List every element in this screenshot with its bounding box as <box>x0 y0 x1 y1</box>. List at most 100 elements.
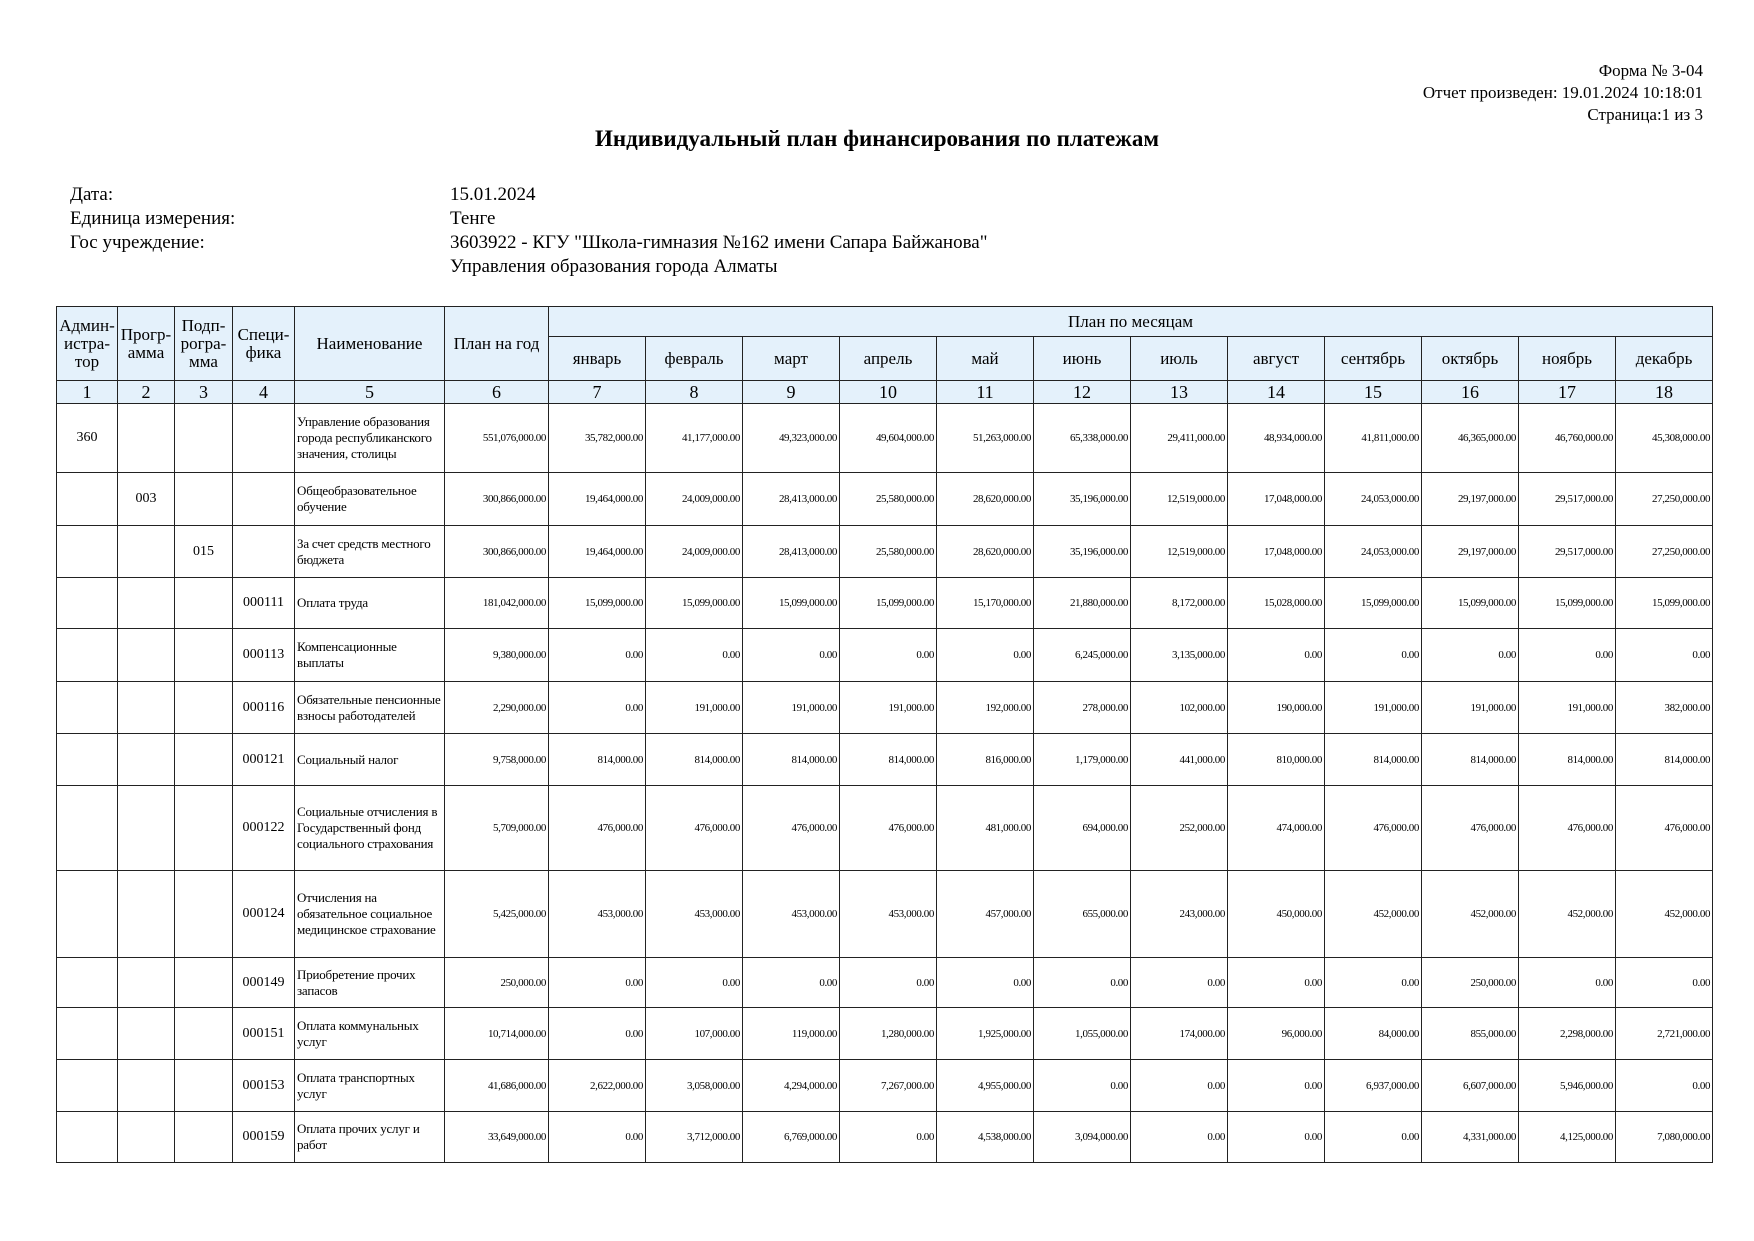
info-row-unit: Единица измерения: Тенге <box>70 207 988 231</box>
cell-subprogram: 015 <box>174 525 233 578</box>
cell-name: Оплата коммунальных услуг <box>294 1007 445 1060</box>
cell-program: 003 <box>117 472 175 526</box>
info-block: Дата: 15.01.2024 Единица измерения: Тенге … <box>70 183 988 279</box>
column-number: 14 <box>1227 380 1325 404</box>
header-administrator: Админ­истра­тор <box>56 306 118 381</box>
cell-month: 28,620,000.00 <box>936 472 1034 526</box>
cell-month: 0.00 <box>1614 628 1714 682</box>
cell-administrator <box>56 1059 118 1112</box>
cell-month: 29,517,000.00 <box>1518 472 1616 526</box>
cell-specific <box>232 525 295 578</box>
cell-month: 15,099,000.00 <box>742 577 840 629</box>
cell-month: 5,946,000.00 <box>1518 1059 1616 1112</box>
form-number: Форма № 3-04 <box>1598 61 1703 80</box>
cell-month: 655,000.00 <box>1033 870 1131 958</box>
cell-month: 476,000.00 <box>1614 785 1714 871</box>
cell-specific <box>232 472 295 526</box>
cell-month: 27,250,000.00 <box>1614 472 1714 526</box>
cell-name: Оплата прочих услуг и работ <box>294 1111 445 1163</box>
cell-month: 191,000.00 <box>742 681 840 734</box>
cell-month: 476,000.00 <box>1324 785 1422 871</box>
cell-month: 102,000.00 <box>1130 681 1228 734</box>
table-row: 000151 Оплата коммунальных услуг 10,714,… <box>56 1007 1714 1060</box>
column-number: 16 <box>1421 380 1519 404</box>
cell-month: 15,099,000.00 <box>839 577 937 629</box>
cell-month: 0.00 <box>742 628 840 682</box>
cell-program <box>117 681 175 734</box>
cell-month: 3,094,000.00 <box>1033 1111 1131 1163</box>
cell-month: 1,055,000.00 <box>1033 1007 1131 1060</box>
cell-month: 4,294,000.00 <box>742 1059 840 1112</box>
cell-month: 0.00 <box>1227 1059 1325 1112</box>
info-value: 3603922 - КГУ "Школа-гимназия №162 имени… <box>450 232 988 253</box>
cell-program <box>117 1007 175 1060</box>
cell-subprogram <box>174 472 233 526</box>
column-number: 10 <box>839 380 937 404</box>
cell-subprogram <box>174 870 233 958</box>
cell-month: 28,413,000.00 <box>742 525 840 578</box>
cell-month: 25,580,000.00 <box>839 472 937 526</box>
cell-month: 814,000.00 <box>839 733 937 786</box>
cell-month: 453,000.00 <box>839 870 937 958</box>
table-row: 003 Общеобразовательное обучение 300,866… <box>56 472 1714 526</box>
header-specific: Специ­фика <box>232 306 295 381</box>
cell-month: 12,519,000.00 <box>1130 472 1228 526</box>
cell-month: 476,000.00 <box>1518 785 1616 871</box>
document-title: Индивидуальный план финансирования по пл… <box>594 126 1160 151</box>
column-number: 15 <box>1324 380 1422 404</box>
header-month: август <box>1227 336 1325 381</box>
cell-month: 41,811,000.00 <box>1324 403 1422 473</box>
header-month: май <box>936 336 1034 381</box>
table-row: 000111 Оплата труда 181,042,000.00 15,099… <box>56 577 1714 629</box>
cell-subprogram <box>174 785 233 871</box>
cell-program <box>117 957 175 1008</box>
header-month: февраль <box>645 336 743 381</box>
cell-administrator <box>56 628 118 682</box>
cell-name: Управление образования города республика… <box>294 403 445 473</box>
cell-month: 814,000.00 <box>1421 733 1519 786</box>
cell-month: 27,250,000.00 <box>1614 525 1714 578</box>
cell-month: 452,000.00 <box>1518 870 1616 958</box>
column-number: 2 <box>117 380 175 404</box>
cell-month: 0.00 <box>548 1111 646 1163</box>
cell-name: Отчисления на обязательное социальное ме… <box>294 870 445 958</box>
cell-month: 814,000.00 <box>1614 733 1714 786</box>
header-months-group: План по месяцам <box>547 306 1714 337</box>
cell-subprogram <box>174 1111 233 1163</box>
cell-month: 816,000.00 <box>936 733 1034 786</box>
cell-month: 0.00 <box>1130 957 1228 1008</box>
cell-program <box>117 870 175 958</box>
column-number: 18 <box>1614 380 1714 404</box>
cell-specific: 000111 <box>232 577 295 629</box>
cell-month: 0.00 <box>548 1007 646 1060</box>
column-number: 12 <box>1033 380 1131 404</box>
column-number: 13 <box>1130 380 1228 404</box>
cell-month: 0.00 <box>839 628 937 682</box>
cell-month: 4,125,000.00 <box>1518 1111 1616 1163</box>
cell-month: 0.00 <box>1227 628 1325 682</box>
cell-specific: 000122 <box>232 785 295 871</box>
cell-month: 107,000.00 <box>645 1007 743 1060</box>
cell-month: 7,080,000.00 <box>1614 1111 1714 1163</box>
cell-month: 476,000.00 <box>839 785 937 871</box>
cell-month: 1,179,000.00 <box>1033 733 1131 786</box>
table-row: 015 За счет средств местного бюджета 300… <box>56 525 1714 578</box>
cell-month: 190,000.00 <box>1227 681 1325 734</box>
header-year-plan: План на год <box>444 306 549 381</box>
cell-month: 855,000.00 <box>1421 1007 1519 1060</box>
cell-subprogram <box>174 681 233 734</box>
cell-month: 96,000.00 <box>1227 1007 1325 1060</box>
header-month: декабрь <box>1614 336 1714 381</box>
cell-subprogram <box>174 628 233 682</box>
cell-month: 0.00 <box>936 628 1034 682</box>
cell-month: 19,464,000.00 <box>548 472 646 526</box>
financing-plan-table: Админ­истра­тор Прогр­амма Подп­рогра­мма С… <box>56 306 1714 1163</box>
cell-month: 3,058,000.00 <box>645 1059 743 1112</box>
cell-month: 24,009,000.00 <box>645 525 743 578</box>
cell-month: 28,620,000.00 <box>936 525 1034 578</box>
cell-month: 814,000.00 <box>645 733 743 786</box>
cell-administrator <box>56 525 118 578</box>
cell-specific: 000116 <box>232 681 295 734</box>
cell-subprogram <box>174 957 233 1008</box>
cell-year-plan: 10,714,000.00 <box>444 1007 549 1060</box>
